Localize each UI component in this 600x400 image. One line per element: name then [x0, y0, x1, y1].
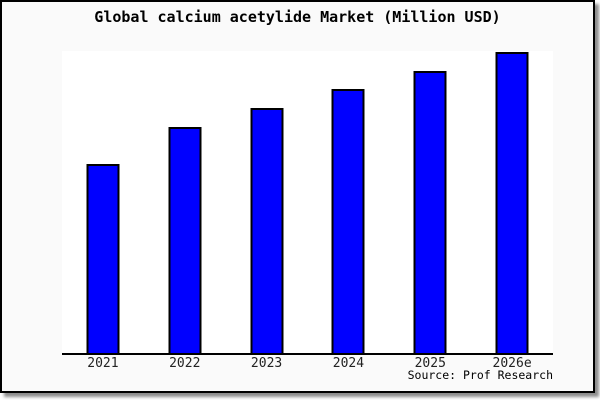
bar-2021 [86, 163, 120, 353]
x-tick-label-2022: 2022 [169, 356, 201, 371]
chart-card: Global calcium acetylide Market (Million… [0, 0, 595, 393]
x-tick-label-2021: 2021 [87, 356, 119, 371]
source-credit: Source: Prof Research [407, 368, 553, 382]
plot-area [62, 51, 553, 355]
bar-2022 [168, 127, 202, 353]
bar-2025 [413, 70, 447, 353]
x-tick-label-2026e: 2026e [492, 356, 532, 371]
x-tick-label-2025: 2025 [414, 356, 446, 371]
chart-title: Global calcium acetylide Market (Million… [94, 8, 501, 26]
bar-2023 [250, 108, 284, 353]
x-tick-label-2023: 2023 [250, 356, 283, 371]
x-axis-labels: 2021 2022 2023 2024 2025 2026e [62, 356, 553, 372]
bar-2026e [495, 51, 529, 353]
x-tick-label-2024: 2024 [332, 356, 365, 371]
bar-2024 [331, 89, 365, 353]
